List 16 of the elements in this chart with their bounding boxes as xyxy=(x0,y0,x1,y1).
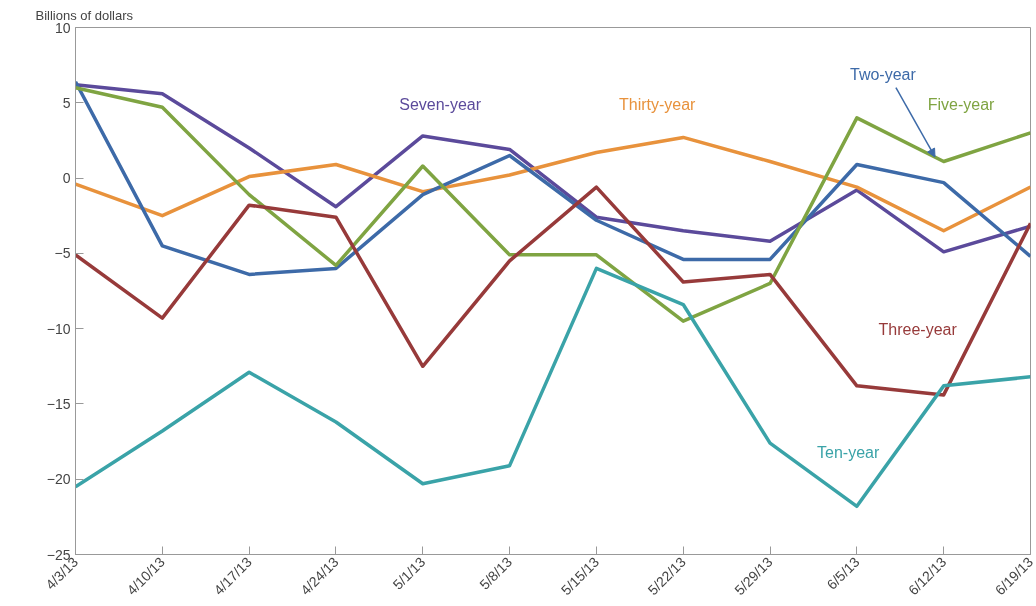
y-tick-label: −5 xyxy=(54,245,71,262)
y-tick-label: −15 xyxy=(46,395,71,412)
series-label: Thirty-year xyxy=(618,96,697,114)
series-label: Five-year xyxy=(927,96,996,114)
line-series xyxy=(75,85,1031,323)
series-label: Seven-year xyxy=(399,96,482,114)
y-tick-label: 5 xyxy=(62,94,71,111)
line-series xyxy=(75,135,1031,233)
y-tick-label: −20 xyxy=(46,471,71,488)
text: Two-year xyxy=(850,66,917,84)
line-series xyxy=(75,185,1031,397)
series-label: Three-year xyxy=(878,320,958,338)
line-series xyxy=(75,266,1031,509)
y-tick-label: 0 xyxy=(62,170,71,187)
y-tick-label: −10 xyxy=(46,320,71,337)
series-label: Ten-year xyxy=(817,444,880,462)
